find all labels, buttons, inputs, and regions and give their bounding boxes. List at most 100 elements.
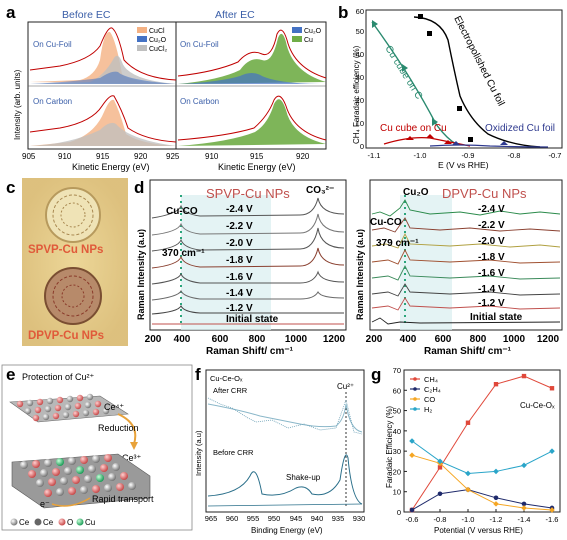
b-yticks: 0 10 20 30 40 50 60 (356, 7, 364, 151)
e-ce3: Ce³⁺ (122, 453, 142, 463)
g-point-co (493, 501, 499, 507)
d-right-potentials: -2.4 V -2.2 V -2.0 V -1.8 V -1.6 V -1.4 … (470, 204, 523, 323)
f-before-fit (207, 454, 363, 505)
panel-d-letter: d (134, 178, 144, 197)
d-potential-label: -1.2 V (478, 298, 505, 309)
f-frame (205, 369, 365, 513)
g-xtick-label: -0.8 (434, 515, 447, 524)
panel-a: a Before EC After EC CuCl Cu₂O CuCl₂ (6, 3, 327, 172)
a-on-carbon-right: On Carbon (180, 97, 219, 106)
a-xlabel-right: Kinetic Energy (eV) (218, 162, 296, 172)
a-on-cu-foil-right: On Cu-Foil (180, 40, 219, 49)
a-xlabel-left: Kinetic Energy (eV) (72, 162, 150, 172)
d-left-ylabel: Raman Intensity (a.u) (136, 229, 146, 320)
d-xtick: 600 (435, 334, 452, 345)
legend-cucl: CuCl (149, 28, 165, 35)
d-xtick: 400 (174, 334, 191, 345)
g-point-h (409, 438, 415, 444)
b-ytick: 10 (356, 119, 364, 128)
legend-swatch-cucl (137, 27, 147, 33)
f-xtick: 955 (247, 514, 260, 523)
e-legend-label: Cu (85, 518, 95, 527)
f-ylabel: Intensity (a.u) (194, 430, 203, 476)
g-legend-label: C₂H₄ (424, 385, 441, 394)
d-potential-label: -2.0 V (226, 238, 253, 249)
e-rapid: Rapid transport (92, 494, 154, 504)
d-xtick: 1200 (323, 334, 346, 345)
g-xtick-label: -0.6 (406, 515, 419, 524)
c-label-spvp: SPVP-Cu NPs (28, 244, 103, 256)
d-right-frame (369, 179, 563, 331)
b-xlabel: E (V vs RHE) (438, 160, 489, 170)
g-ytick-label: 70 (393, 366, 401, 375)
g-point-ch (493, 495, 499, 501)
b-point-electropolished (418, 14, 423, 19)
d-right-ylabel: Raman Intensity (a.u) (355, 229, 365, 320)
g-ylabel: Faradaic Efficiency (%) (385, 406, 394, 488)
panel-f-letter: f (195, 365, 201, 384)
panel-g-letter: g (371, 365, 381, 384)
g-point-ch (465, 420, 471, 425)
b-point-oxidized (500, 141, 508, 145)
a-fit-top-right (177, 29, 327, 79)
a-cu2o-peak-left (30, 71, 176, 84)
b-label-cube-on-cu: Cu cube on Cu (380, 123, 447, 134)
g-xticks: -0.6 -0.8 -1.0 -1.2 -1.4 -1.6 (406, 509, 559, 524)
a-cucl2-peak-bottom (30, 122, 176, 146)
g-point-co (409, 452, 415, 458)
g-point-h (521, 462, 527, 469)
g-legend-label: CO (424, 395, 435, 404)
g-xtick-label: -1.6 (546, 515, 559, 524)
f-after-fit (207, 403, 363, 433)
a-fit-top-left (29, 27, 177, 81)
b-label-oxidized: Oxidized Cu foil (485, 123, 555, 134)
legend-swatch-cu (292, 36, 302, 42)
f-after-data (207, 397, 363, 435)
b-point-electropolished (468, 137, 473, 142)
g-point-h (549, 448, 555, 454)
g-point-ch (521, 501, 527, 507)
g-xlabel: Potential (V versus RHE) (434, 526, 523, 535)
d-left-title: SPVP-Cu NPs (206, 186, 290, 201)
d-potential-label: -1.8 V (478, 252, 505, 263)
d-xtick: 600 (212, 334, 229, 345)
d-right-cu2o: Cu₂O (403, 187, 429, 198)
d-potential-label: -2.4 V (226, 204, 253, 215)
b-ytick: 30 (356, 73, 364, 82)
e-top-atoms (16, 393, 110, 422)
d-left-xlabel: Raman Shift/ cm⁻¹ (206, 346, 294, 357)
g-yticks: 0 10 20 30 40 50 60 70 (393, 366, 407, 517)
d-potential-label: -1.8 V (226, 255, 253, 266)
a-cu2o-peak-right (178, 73, 326, 84)
g-inner-label: Cu-Ce-Oₓ (520, 401, 555, 410)
e-legend: Ce Ce O Cu (10, 518, 95, 527)
d-right-highlight (400, 195, 452, 330)
f-xticks: 965 960 955 950 945 940 935 930 (205, 514, 366, 523)
b-point-cube-on-c (372, 20, 378, 28)
panel-b: b Electropolished Cu foil Cu cube on C C… (338, 3, 563, 170)
d-potential-label: -1.6 V (478, 268, 505, 279)
a-right-frame (175, 21, 327, 150)
a-title-after: After EC (215, 9, 255, 21)
d-potential-label: -1.4 V (226, 288, 253, 299)
d-xtick: 200 (145, 334, 162, 345)
d-left-highlight (181, 195, 271, 330)
d-right-peak-label: 379 cm⁻¹ (376, 238, 419, 249)
f-xtick: 960 (226, 514, 239, 523)
f-xtick: 930 (353, 514, 366, 523)
g-point-ch (493, 382, 499, 387)
g-ytick-label: 60 (393, 386, 401, 395)
g-point-co (549, 507, 555, 513)
g-ytick-label: 20 (393, 467, 401, 476)
g-point-h (437, 458, 443, 465)
g-ytick-label: 30 (393, 447, 401, 456)
b-xtick: -1.0 (414, 151, 427, 160)
d-potential-label: -2.2 V (478, 220, 505, 231)
d-xtick: 1200 (537, 334, 560, 345)
panel-c-letter: c (6, 178, 15, 197)
a-title-before: Before EC (62, 9, 111, 21)
e-ce4: Ce⁴⁺ (104, 402, 124, 412)
g-point-ch (437, 465, 443, 470)
